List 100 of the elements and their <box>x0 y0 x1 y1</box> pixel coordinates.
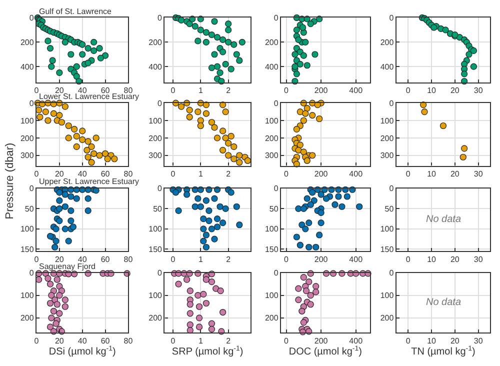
point <box>52 238 60 244</box>
point <box>222 108 229 116</box>
y-tick-label: 300 <box>380 151 394 160</box>
point <box>295 205 302 212</box>
point <box>208 326 216 333</box>
point <box>302 226 309 232</box>
point <box>461 145 468 152</box>
point <box>316 232 323 238</box>
annotation: No data <box>426 297 462 308</box>
point <box>302 110 309 117</box>
y-tick-label: 50 <box>24 204 34 214</box>
point <box>220 128 226 134</box>
y-tick-label: 0 <box>29 98 34 108</box>
x-tick-label: 60 <box>100 170 110 179</box>
point <box>307 301 314 308</box>
point <box>84 207 92 214</box>
point <box>96 44 103 52</box>
point <box>440 122 447 130</box>
point <box>316 115 323 122</box>
point <box>46 300 54 307</box>
x-tick-label: 0 <box>170 336 176 346</box>
point <box>62 203 68 210</box>
point <box>44 38 52 44</box>
y-tick-label: 150 <box>148 244 163 254</box>
y-tick-label: 200 <box>380 38 394 47</box>
y-tick-label: 50 <box>153 204 163 214</box>
point <box>236 159 243 166</box>
point <box>178 103 185 110</box>
point <box>216 203 224 210</box>
y-tick-label: 100 <box>264 224 279 234</box>
point <box>309 189 316 196</box>
point <box>58 118 66 126</box>
point <box>211 195 218 202</box>
x-tick-label: 40 <box>78 170 88 179</box>
point <box>73 132 80 140</box>
point <box>36 106 42 114</box>
x-tick-label: 20 <box>54 254 64 264</box>
x-tick-label: 1 <box>198 336 204 346</box>
point <box>309 112 316 119</box>
point <box>225 26 232 34</box>
y-tick-label: 0 <box>158 268 163 278</box>
point <box>197 26 204 34</box>
point <box>214 224 221 230</box>
point <box>71 126 78 133</box>
x-tick-label: 400 <box>349 86 364 96</box>
point <box>197 122 204 130</box>
point <box>50 308 57 314</box>
x-tick-label: 10 <box>427 336 437 346</box>
point <box>214 134 221 142</box>
point <box>52 244 58 250</box>
point <box>79 128 86 134</box>
point <box>68 218 74 224</box>
point <box>244 157 251 164</box>
x-tick-label: 80 <box>124 170 134 179</box>
y-tick-label: 0 <box>274 98 279 108</box>
point <box>300 148 307 156</box>
point <box>225 20 232 28</box>
x-axis-title: TN (µmol kg$^{-1}$) <box>411 345 476 358</box>
point <box>295 36 302 44</box>
point <box>225 38 232 46</box>
point <box>208 32 216 38</box>
point <box>296 108 304 116</box>
x-tick-label: 10 <box>427 254 437 264</box>
point <box>68 51 74 58</box>
x-tick-label: 20 <box>450 254 460 264</box>
point <box>84 138 92 145</box>
y-tick-label: 200 <box>20 314 34 323</box>
point <box>92 134 100 142</box>
chart-title: Saguenay Fjord <box>39 262 96 271</box>
x-tick-label: 2 <box>226 170 232 179</box>
point <box>292 63 298 70</box>
x-tick-label: 20 <box>54 170 64 179</box>
point <box>461 70 468 78</box>
point <box>52 320 60 327</box>
point <box>222 60 229 68</box>
point <box>186 327 194 334</box>
point <box>302 288 310 294</box>
point <box>186 114 193 120</box>
x-tick-label: 0 <box>170 86 176 96</box>
x-tick-label: 20 <box>450 86 460 96</box>
point <box>309 152 316 159</box>
y-tick-label: 100 <box>264 116 279 126</box>
point <box>300 117 307 124</box>
y-tick-label: 300 <box>264 151 279 160</box>
y-tick-label: 100 <box>148 291 163 300</box>
point <box>196 314 203 322</box>
point <box>192 203 198 210</box>
y-tick-label: 0 <box>158 14 163 23</box>
x-tick-label: 1 <box>198 170 204 179</box>
point <box>200 226 207 232</box>
point <box>300 319 307 326</box>
x-tick-label: 30 <box>474 336 484 346</box>
x-tick-label: 10 <box>427 86 437 96</box>
y-tick-label: 100 <box>20 116 34 126</box>
point <box>293 26 300 34</box>
point <box>46 232 54 240</box>
point <box>208 118 216 126</box>
point <box>212 285 220 292</box>
point <box>230 156 238 162</box>
point <box>344 193 350 200</box>
